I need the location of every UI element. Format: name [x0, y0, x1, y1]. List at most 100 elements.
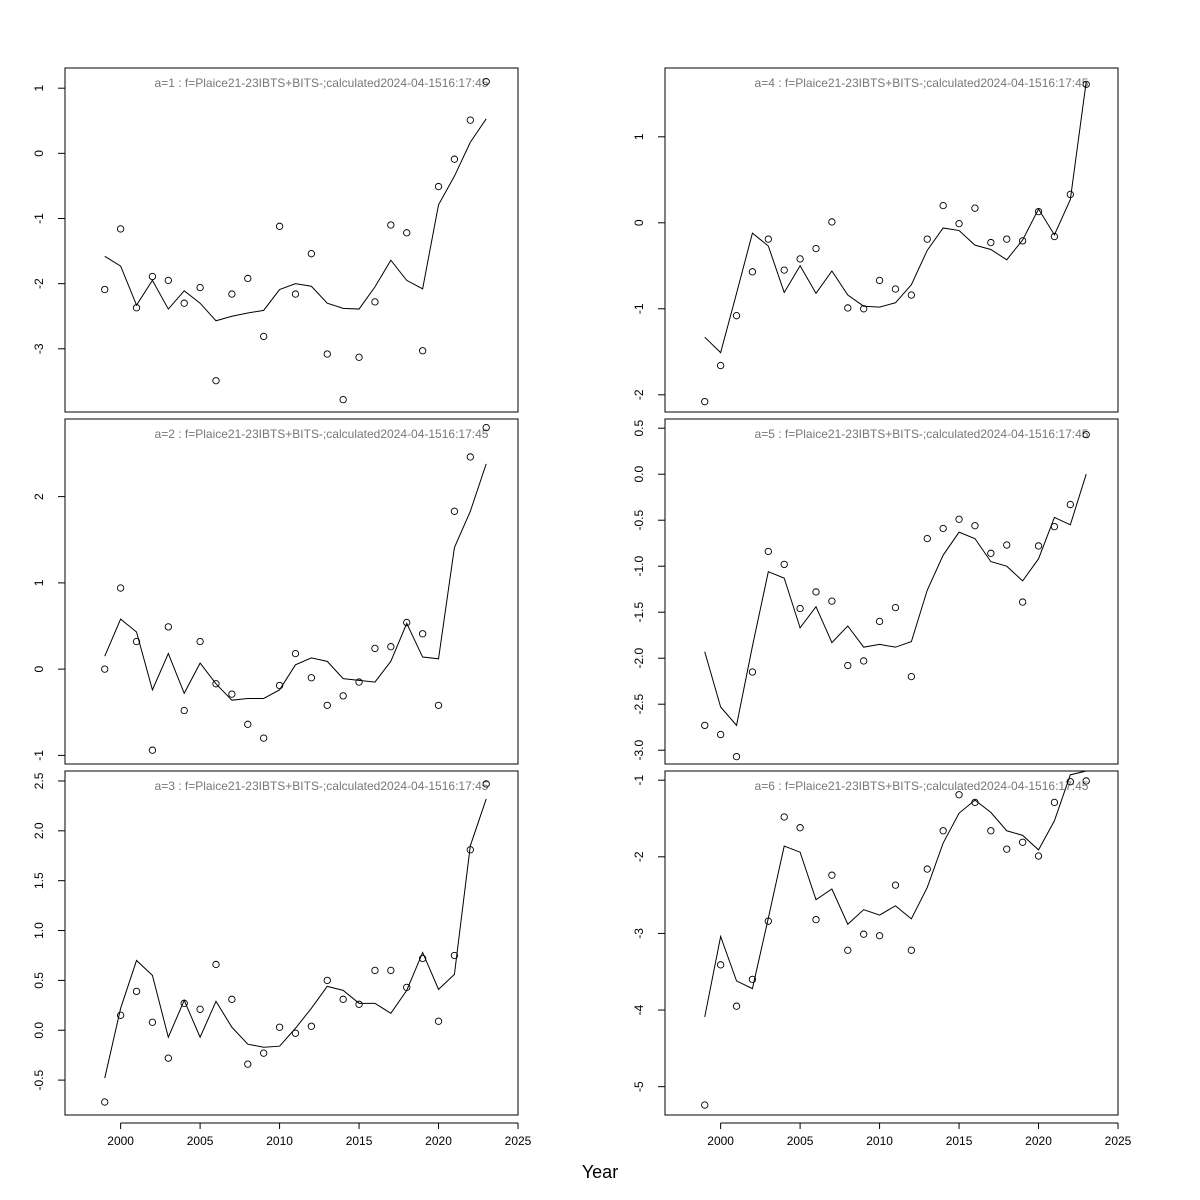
observed-point — [371, 966, 379, 975]
observed-point — [1018, 598, 1027, 606]
observed-point — [1066, 778, 1074, 786]
y-tick-label: 1.0 — [32, 922, 46, 939]
panel-title: a=2 : f=Plaice21-23IBTS+BITS-;calculated… — [155, 427, 489, 441]
x-tick-label: 2025 — [1105, 1134, 1132, 1148]
y-axis: -1 0 1 2 — [32, 493, 65, 761]
observed-point — [291, 1029, 300, 1037]
x-tick-label: 2005 — [787, 1134, 814, 1148]
y-axis: -0.5 0.0 0.5 1.0 1.5 2.0 2.5 — [32, 772, 65, 1090]
observed-point — [971, 522, 979, 530]
observed-point — [148, 1018, 157, 1026]
observed-point — [812, 915, 820, 924]
observed-point — [987, 827, 995, 835]
observed-point — [164, 276, 172, 285]
observed-point — [1003, 541, 1011, 549]
y-tick-label: -1.0 — [632, 556, 646, 577]
fitted-line — [104, 118, 487, 322]
observed-point — [764, 235, 772, 243]
y-tick-label: 2.0 — [32, 822, 46, 839]
observed-point — [307, 1022, 316, 1030]
observed-point — [732, 1002, 741, 1010]
observed-point — [403, 983, 411, 992]
observed-point — [387, 966, 395, 975]
observed-point — [450, 507, 459, 515]
observed-point — [101, 1098, 109, 1106]
observed-point — [748, 975, 757, 984]
panel-3: -1 0 1 2 a=2 : f=Plaice21-23IBTS+BITS-;calcu… — [32, 418, 519, 765]
y-tick-label: 0 — [32, 665, 46, 672]
observed-point — [180, 999, 188, 1007]
observed-point — [939, 827, 947, 835]
observed-point — [482, 780, 490, 788]
observed-point — [291, 649, 300, 658]
observed-point — [716, 730, 725, 739]
observed-point — [875, 617, 884, 626]
observed-point — [716, 961, 725, 969]
observed-point — [732, 752, 741, 761]
observed-point — [339, 692, 347, 700]
observed-point — [291, 290, 300, 298]
panel-2: -2 -1 0 1 a=4 : f=Plaice21-23IBTS+BITS-;calc… — [632, 67, 1119, 413]
observed-point — [212, 680, 220, 688]
observed-point — [387, 643, 395, 651]
observed-point — [132, 304, 141, 312]
observed-point — [371, 298, 379, 306]
observed-point — [701, 398, 709, 406]
y-tick-label: -3 — [632, 928, 646, 939]
panel-title: a=6 : f=Plaice21-23IBTS+BITS-;calculated… — [755, 779, 1089, 793]
observed-point — [1050, 798, 1059, 807]
observed-point — [148, 746, 157, 754]
observed-point — [116, 584, 125, 592]
observed-point — [764, 547, 772, 556]
observed-point — [939, 201, 947, 210]
observed-point — [1082, 80, 1090, 88]
observed-point — [275, 1023, 284, 1031]
observed-point — [1034, 852, 1043, 860]
observed-point — [796, 255, 804, 263]
observed-point — [260, 734, 268, 742]
observed-point — [1082, 777, 1090, 785]
y-tick-label: 0.0 — [632, 466, 646, 483]
y-tick-label: 0 — [32, 150, 46, 157]
observed-point — [971, 204, 979, 212]
y-tick-label: -0.5 — [32, 1069, 46, 1090]
observed-point — [828, 218, 836, 226]
observed-point — [180, 299, 188, 307]
x-axis: 2000 2005 2010 2015 2020 2025 — [107, 1122, 532, 1148]
observed-point — [403, 618, 411, 627]
observed-point — [891, 881, 900, 889]
observed-point — [1018, 838, 1027, 846]
observed-point — [812, 588, 820, 596]
observed-point — [987, 549, 995, 557]
y-tick-label: 2 — [32, 493, 46, 500]
observed-point — [907, 946, 916, 954]
fitted-line — [704, 474, 1087, 727]
y-tick-label: 1.5 — [32, 872, 46, 889]
observed-point — [339, 395, 347, 404]
observed-point — [323, 976, 331, 985]
observed-point — [748, 668, 757, 676]
observed-point — [101, 285, 109, 294]
observed-point — [418, 630, 427, 638]
y-axis: -2 -1 0 1 — [632, 133, 665, 400]
observed-point — [732, 312, 741, 320]
observed-point — [891, 603, 900, 612]
observed-point — [482, 78, 490, 86]
observed-point — [748, 268, 757, 276]
observed-point — [1050, 232, 1059, 241]
observed-point — [780, 266, 788, 274]
observed-point — [780, 560, 788, 569]
observed-point — [387, 221, 395, 229]
y-tick-label: -1 — [32, 213, 46, 224]
y-tick-label: -1 — [632, 775, 646, 786]
observed-point — [244, 1060, 252, 1068]
plot-frame — [64, 418, 519, 765]
observed-point — [307, 674, 316, 682]
y-tick-label: -1 — [632, 303, 646, 314]
observed-point — [955, 515, 963, 523]
observed-point — [132, 637, 141, 646]
x-tick-label: 2020 — [1025, 1134, 1052, 1148]
observed-point — [1082, 430, 1090, 439]
observed-point — [434, 182, 443, 191]
plot-frame — [64, 770, 519, 1116]
